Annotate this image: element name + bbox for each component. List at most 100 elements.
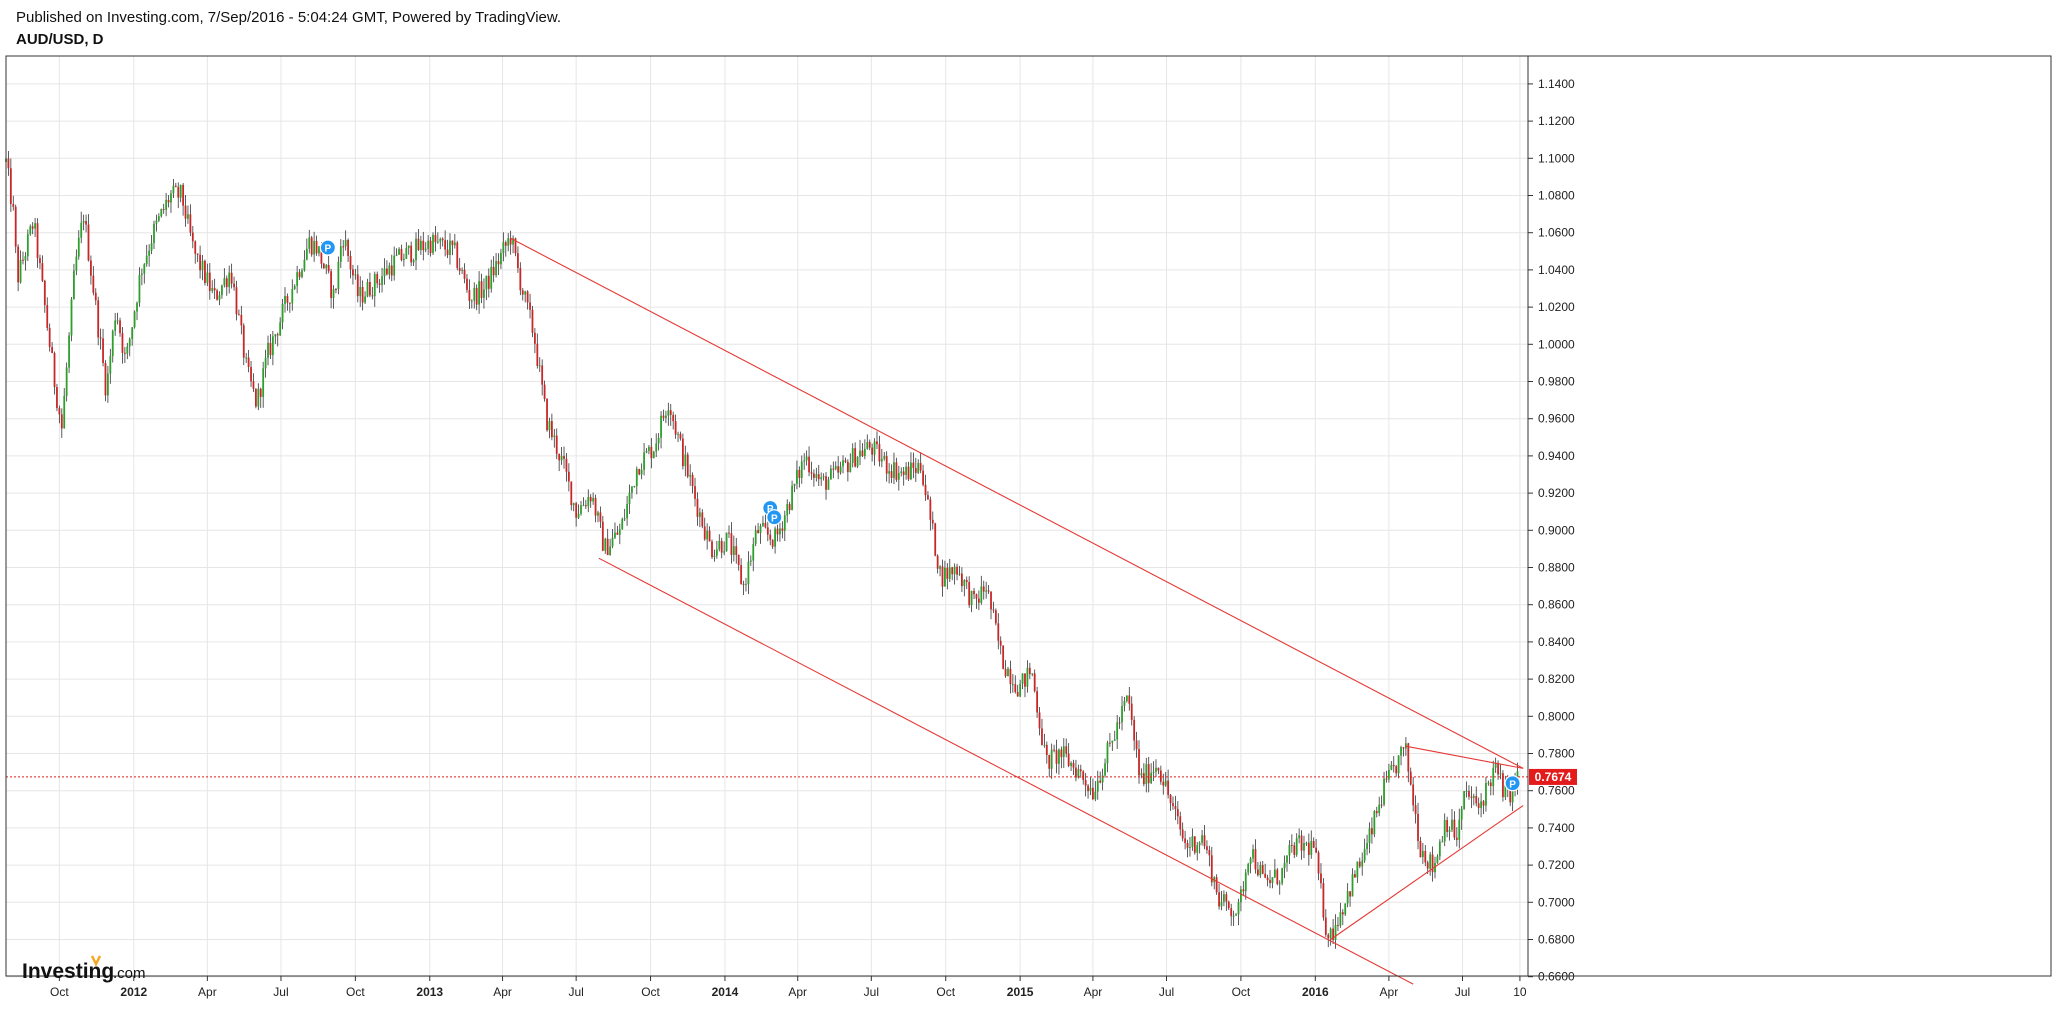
candle-body	[1286, 855, 1288, 863]
candle-body	[46, 305, 49, 328]
y-tick-label: 0.6600	[1538, 970, 1575, 984]
publication-marker-icon[interactable]: P	[766, 509, 783, 526]
candle-body	[1397, 755, 1400, 774]
trendline[interactable]	[1330, 805, 1524, 940]
candle-body	[652, 451, 655, 459]
candle-body	[1468, 791, 1470, 797]
candle-body	[1075, 767, 1077, 778]
candle-body	[592, 497, 595, 502]
candle-body	[381, 276, 383, 285]
trendline[interactable]	[510, 237, 1524, 769]
candle-body	[407, 245, 410, 249]
x-tick-label: Apr	[493, 985, 512, 999]
candle-body	[356, 274, 359, 297]
candle-body	[548, 421, 551, 431]
candle-body	[1431, 854, 1434, 873]
publication-marker-icon[interactable]: P	[1504, 775, 1521, 792]
candle-body	[791, 485, 793, 511]
candle-body	[1298, 835, 1301, 839]
candle-body	[657, 437, 660, 444]
candle-body	[842, 460, 844, 467]
candle-body	[1361, 860, 1364, 867]
x-tick-label: Apr	[1380, 985, 1399, 999]
candle-body	[339, 246, 342, 262]
candle-body	[92, 275, 95, 293]
candle-body	[1232, 915, 1235, 917]
candle-body	[880, 458, 883, 462]
candle-body	[327, 264, 330, 272]
candle-body	[439, 238, 442, 242]
candle-body	[7, 158, 10, 169]
candle-body	[638, 468, 641, 475]
candle-body	[402, 258, 405, 261]
candle-body	[1164, 780, 1167, 786]
candle-body	[68, 335, 70, 368]
candle-body	[245, 357, 248, 359]
candle-body	[1400, 747, 1402, 756]
candle-body	[1041, 728, 1043, 746]
candle-body	[813, 473, 815, 478]
candle-body	[698, 512, 701, 517]
y-tick-label: 0.7800	[1538, 747, 1575, 761]
candle-body	[1077, 769, 1080, 778]
candle-body	[325, 264, 328, 269]
candle-body	[87, 224, 90, 261]
candle-body	[271, 336, 274, 356]
candle-body	[320, 246, 323, 264]
candle-body	[1472, 796, 1475, 798]
candle-body	[1191, 836, 1194, 848]
trendline[interactable]	[1404, 745, 1524, 769]
candle-body	[43, 280, 46, 306]
candle-body	[538, 365, 541, 367]
candle-body	[189, 214, 192, 233]
candle-body	[111, 330, 114, 357]
candle-body	[934, 523, 937, 556]
candle-body	[1210, 855, 1213, 883]
trendline[interactable]	[598, 557, 1414, 985]
candle-body	[834, 466, 837, 470]
candle-body	[990, 591, 992, 610]
candle-body	[507, 238, 510, 246]
candle-body	[1249, 858, 1252, 864]
candle-body	[541, 365, 544, 385]
candle-body	[187, 214, 189, 219]
candle-body	[1305, 842, 1308, 844]
candle-body	[793, 483, 796, 486]
candle-body	[114, 320, 117, 331]
candle-body	[868, 442, 871, 448]
candle-body	[905, 466, 907, 475]
candle-body	[424, 248, 427, 251]
candle-body	[730, 533, 733, 555]
candle-body	[1223, 894, 1225, 902]
candle-body	[1502, 773, 1504, 798]
candle-body	[696, 498, 699, 517]
candle-body	[1368, 828, 1371, 843]
candle-body	[994, 610, 997, 624]
candle-body	[497, 261, 500, 265]
candle-body	[191, 232, 194, 242]
candle-body	[143, 264, 146, 274]
candle-body	[60, 414, 63, 429]
candle-body	[1070, 763, 1072, 766]
candle-body	[720, 540, 723, 553]
candle-body	[1492, 767, 1495, 787]
candle-body	[1455, 837, 1458, 840]
candle-body	[252, 381, 255, 389]
candle-body	[735, 546, 738, 555]
candle-body	[238, 314, 240, 316]
candle-body	[216, 290, 218, 300]
candle-body	[546, 398, 548, 431]
marker-label: P	[767, 504, 774, 515]
candle-body	[1256, 869, 1259, 876]
candle-body	[1497, 762, 1499, 775]
candle-body	[633, 486, 636, 488]
candle-body	[369, 281, 371, 296]
candle-body	[805, 456, 808, 461]
candle-body	[1463, 791, 1466, 809]
candle-body	[109, 356, 112, 374]
y-tick-label: 0.7600	[1538, 784, 1575, 798]
candle-body	[1198, 842, 1201, 846]
candle-body	[308, 237, 311, 249]
publication-marker-icon[interactable]: P	[319, 239, 336, 256]
